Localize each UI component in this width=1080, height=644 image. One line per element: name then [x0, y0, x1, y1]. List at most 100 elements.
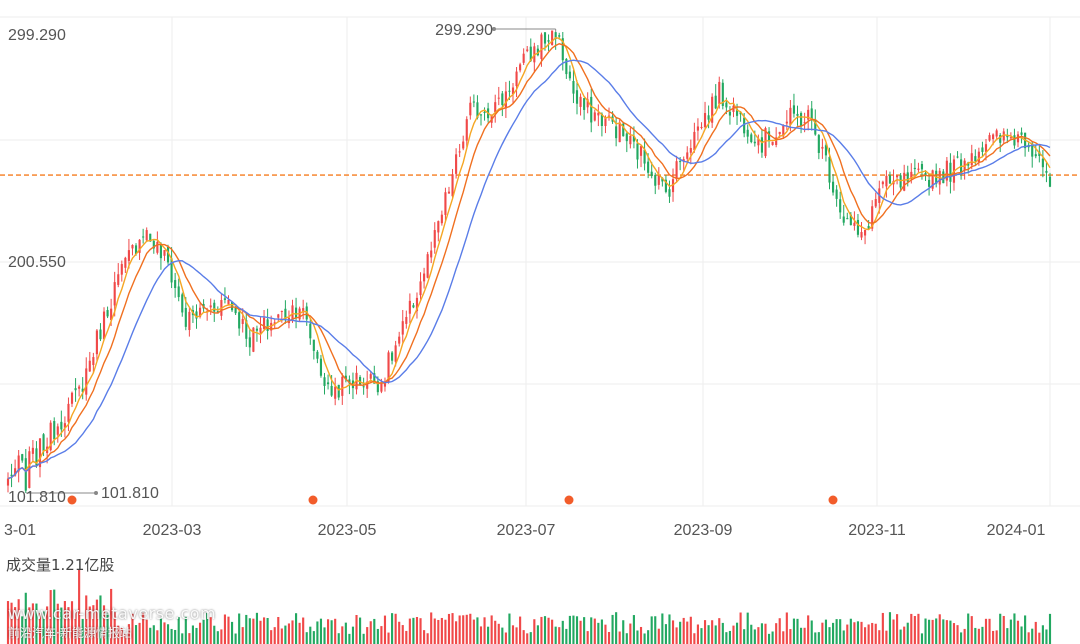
- volume-bar: [277, 616, 280, 644]
- volume-bar: [945, 620, 948, 644]
- candle-body: [1009, 137, 1012, 139]
- volume-bar: [913, 616, 916, 644]
- candle-body: [501, 93, 504, 105]
- volume-bar: [718, 618, 721, 644]
- candle-body: [643, 149, 646, 164]
- candle-body: [166, 246, 170, 263]
- candle: [839, 191, 842, 219]
- candle-body: [344, 375, 347, 380]
- candle-body: [504, 91, 507, 109]
- volume-bar: [142, 612, 145, 644]
- candle-body: [824, 145, 828, 156]
- candle-body: [223, 298, 227, 300]
- candle: [131, 244, 134, 256]
- candle: [213, 299, 216, 322]
- candle-body: [337, 384, 340, 398]
- candle: [778, 131, 781, 139]
- candle: [721, 79, 724, 110]
- candle: [56, 423, 59, 443]
- volume-bar: [1041, 625, 1044, 644]
- candle: [120, 260, 123, 282]
- candle: [294, 297, 298, 329]
- candle-body: [78, 386, 81, 389]
- volume-bar: [423, 630, 426, 644]
- volume-bar: [280, 628, 283, 644]
- volume-bar: [519, 616, 522, 644]
- candle: [334, 377, 337, 406]
- volume-bar: [455, 621, 458, 644]
- event-markers: [67, 495, 838, 505]
- volume-bar: [572, 615, 575, 644]
- candle-body: [188, 311, 191, 330]
- candle: [391, 351, 394, 365]
- candle: [799, 111, 803, 134]
- candle-body: [554, 32, 557, 40]
- candle-body: [408, 300, 411, 314]
- volume-bar: [227, 616, 230, 644]
- volume-bar: [1034, 621, 1037, 644]
- candle-body: [31, 447, 34, 454]
- candle-body: [142, 236, 145, 238]
- volume-bar: [689, 616, 692, 644]
- candle: [984, 138, 988, 161]
- candle-body: [348, 379, 351, 384]
- volume-bar: [223, 614, 227, 644]
- candle: [17, 449, 20, 483]
- candle-body: [102, 311, 106, 340]
- candle-body: [604, 117, 607, 127]
- candle: [359, 375, 362, 386]
- candle-body: [241, 318, 244, 324]
- candle: [792, 93, 796, 118]
- candle-body: [376, 381, 379, 393]
- candle-body: [984, 144, 988, 152]
- volume-bar: [433, 618, 436, 644]
- candle-body: [864, 229, 867, 236]
- candle-body: [785, 121, 788, 124]
- candle: [714, 84, 717, 110]
- candle-body: [711, 96, 714, 123]
- candle: [316, 350, 319, 364]
- volume-bar: [462, 615, 465, 644]
- candle: [1034, 145, 1037, 159]
- candle: [238, 310, 241, 336]
- candle-body: [174, 280, 177, 289]
- volume-bar: [810, 620, 813, 644]
- candle-body: [992, 134, 995, 140]
- x-tick-label: 2023-09: [674, 522, 733, 539]
- volume-bar: [999, 613, 1002, 644]
- volume-bar: [647, 630, 650, 644]
- candle: [1031, 141, 1034, 168]
- candle-body: [455, 154, 458, 174]
- volume-bar: [31, 603, 34, 644]
- volume-bar: [294, 613, 298, 644]
- min-value-label: 101.810: [101, 485, 159, 502]
- volume-bar: [977, 628, 980, 644]
- volume-bar: [67, 607, 70, 644]
- volume-bar: [380, 626, 383, 644]
- volume-bar: [735, 622, 739, 644]
- candle: [835, 185, 838, 207]
- candle: [867, 220, 870, 230]
- candle-body: [462, 141, 465, 149]
- volume-bar: [693, 633, 696, 644]
- volume-bar: [739, 612, 742, 644]
- candle: [419, 272, 422, 300]
- candle-body: [81, 388, 84, 392]
- candle: [913, 159, 916, 176]
- volume-bar: [625, 633, 628, 644]
- volume-bar: [725, 632, 728, 644]
- candle: [1041, 150, 1044, 178]
- candle: [323, 372, 326, 395]
- candle: [682, 156, 685, 172]
- volume-bar: [202, 619, 205, 644]
- volume-bar: [856, 621, 860, 644]
- volume-bar: [849, 618, 852, 644]
- candle-body: [529, 46, 532, 61]
- candle: [455, 148, 458, 179]
- ma20-line: [7, 59, 1051, 480]
- candle-body: [149, 233, 152, 242]
- candle: [394, 340, 397, 367]
- candle-body: [387, 352, 390, 383]
- candle: [85, 357, 88, 401]
- volume-bar: [650, 616, 653, 644]
